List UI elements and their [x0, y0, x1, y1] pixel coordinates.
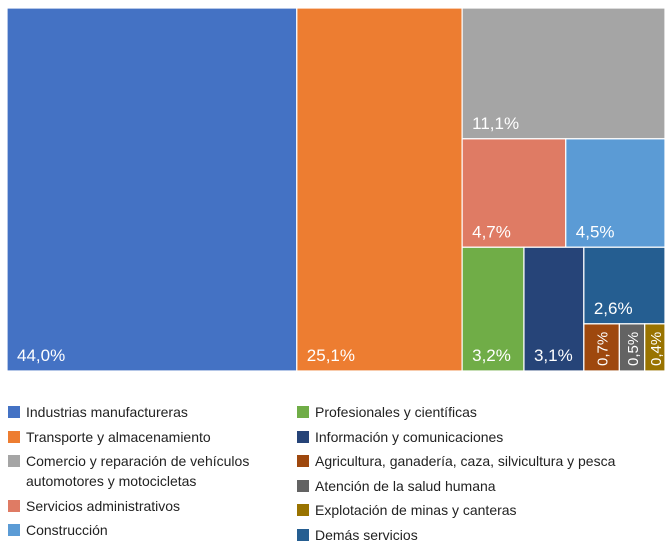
legend-label: Comercio y reparación de vehículos autom… — [26, 453, 250, 489]
legend-item: Información y comunicaciones — [297, 427, 665, 447]
legend-item: Atención de la salud humana — [297, 476, 665, 496]
legend-swatch — [8, 406, 20, 418]
legend-label: Demás servicios — [315, 526, 418, 543]
legend-label: Información y comunicaciones — [315, 428, 504, 445]
legend-label: Profesionales y científicas — [315, 404, 477, 420]
data-label: 0,5% — [625, 332, 642, 366]
legend-swatch — [297, 504, 309, 516]
legend-item: Comercio y reparación de vehículos autom… — [8, 451, 297, 491]
legend-item: Servicios administrativos — [8, 496, 297, 516]
legend-label: Agricultura, ganadería, caza, silvicultu… — [315, 453, 616, 469]
legend-swatch — [297, 528, 309, 541]
legend-label: Atención de la salud humana — [315, 477, 496, 494]
legend-swatch — [8, 524, 20, 536]
tile — [565, 138, 665, 248]
data-label: 4,7% — [472, 222, 511, 241]
legend-swatch — [297, 430, 309, 443]
legend-label: Servicios administrativos — [26, 497, 181, 514]
tile — [461, 246, 525, 372]
legend-swatch — [8, 499, 20, 512]
legend-item: Profesionales y científicas — [297, 402, 665, 422]
legend: Industrias manufactureras Transporte y al… — [8, 402, 665, 549]
tile — [618, 323, 646, 372]
data-label: 3,1% — [534, 346, 573, 365]
legend-item: Explotación de minas y canteras — [297, 500, 665, 520]
legend-item: Construcción — [8, 520, 297, 540]
tile — [296, 7, 463, 372]
legend-swatch — [297, 455, 309, 467]
legend-swatch — [8, 430, 20, 443]
tile — [461, 7, 665, 140]
data-label: 11,1% — [472, 114, 519, 133]
legend-item: Demás servicios — [297, 525, 665, 545]
legend-item: Industrias manufactureras — [8, 402, 297, 422]
legend-label: Transporte y almacenamiento — [26, 428, 211, 445]
legend-label: Industrias manufactureras — [26, 404, 188, 420]
data-label: 25,1% — [307, 346, 355, 365]
data-label: 0,7% — [595, 332, 612, 366]
data-label: 0,4% — [648, 332, 665, 366]
legend-label: Construcción — [26, 522, 108, 538]
legend-item: Transporte y almacenamiento — [8, 427, 297, 447]
treemap: 44,0% 25,1% 11,1% 4,7% 4,5% 3,2% 3,1% 2,6% 0,7% 0… — [6, 7, 665, 372]
tile — [461, 138, 567, 248]
legend-swatch — [8, 455, 20, 467]
tile — [583, 323, 620, 372]
legend-swatch — [297, 479, 309, 492]
tile — [6, 7, 298, 372]
legend-item: Agricultura, ganadería, caza, silvicultu… — [297, 451, 665, 471]
legend-label: Explotación de minas y canteras — [315, 502, 517, 518]
data-label: 4,5% — [576, 222, 615, 241]
tile — [644, 323, 665, 372]
legend-column: Industrias manufactureras Transporte y al… — [8, 402, 297, 549]
legend-swatch — [297, 406, 309, 418]
data-label: 44,0% — [17, 346, 65, 365]
data-label: 2,6% — [594, 299, 633, 318]
data-label: 3,2% — [472, 346, 511, 365]
legend-column: Profesionales y científicas Información y… — [297, 402, 665, 549]
